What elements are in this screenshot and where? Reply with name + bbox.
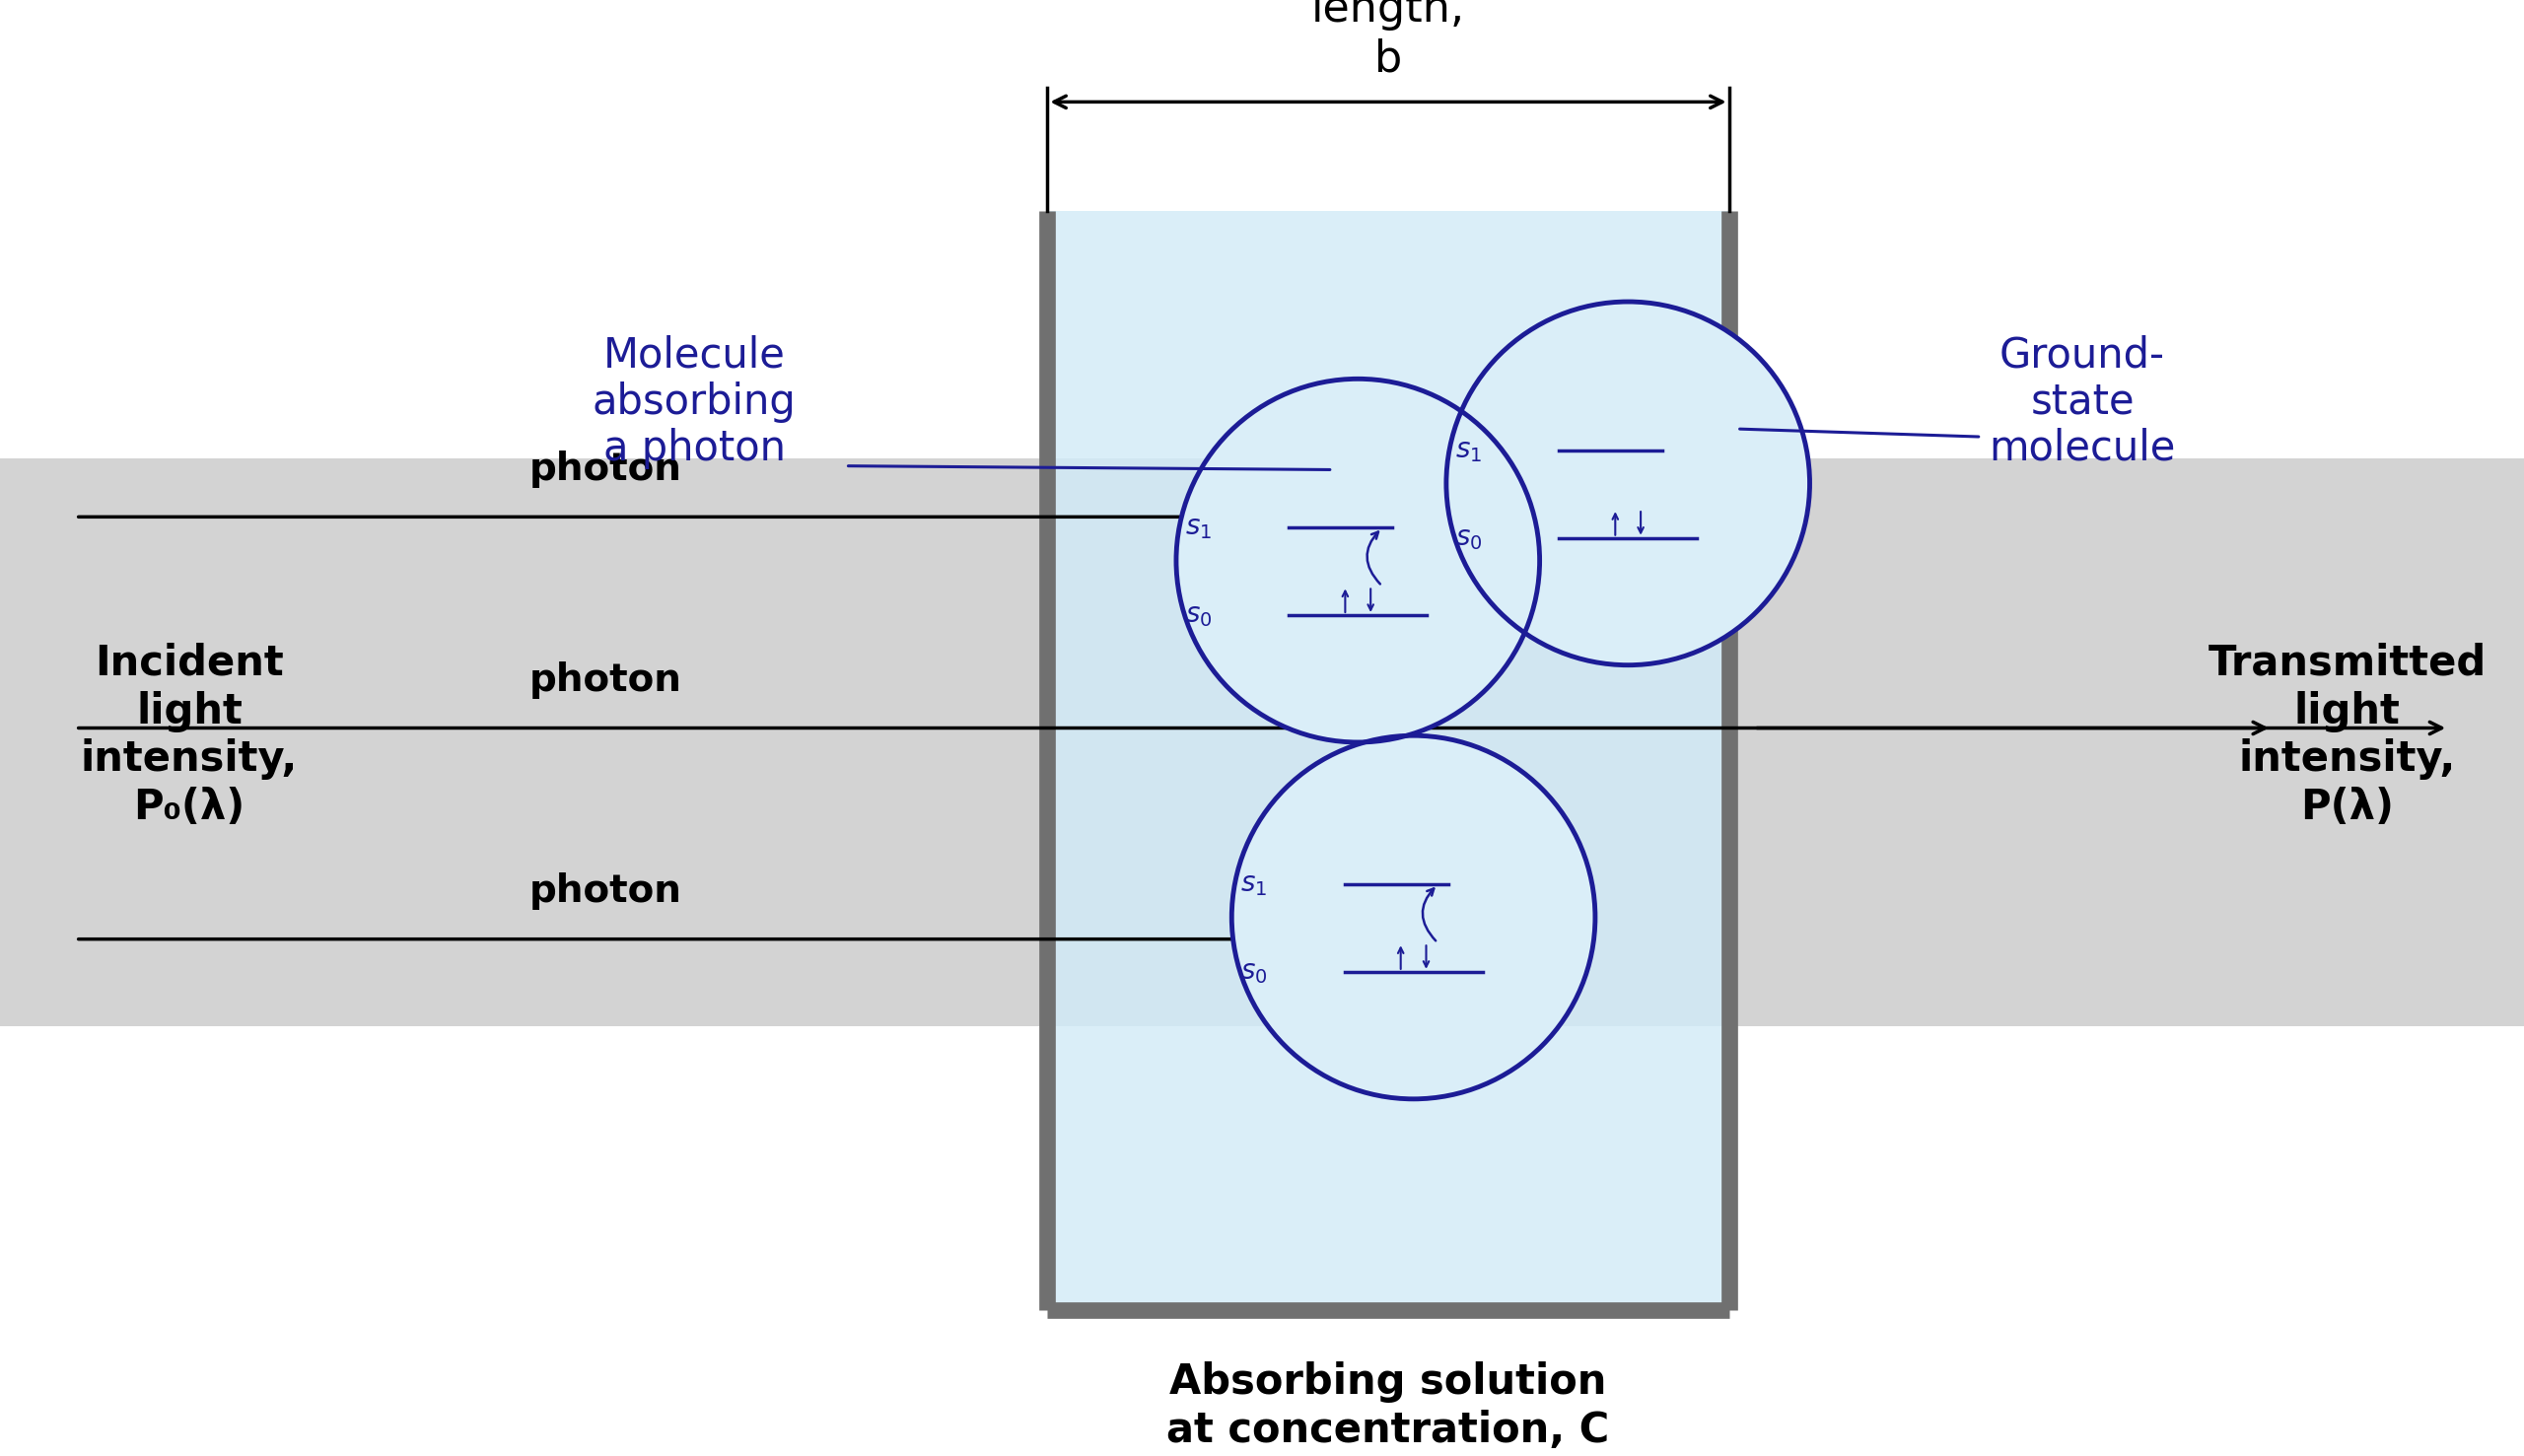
Text: photon: photon	[530, 450, 681, 488]
Text: $s_1$: $s_1$	[1242, 871, 1267, 898]
Text: $s_0$: $s_0$	[1242, 958, 1267, 986]
Ellipse shape	[1446, 301, 1810, 665]
Bar	[1047, 211, 1729, 1310]
Text: $s_1$: $s_1$	[1186, 514, 1212, 542]
Text: $s_0$: $s_0$	[1186, 601, 1212, 629]
Text: Ground-
state
molecule: Ground- state molecule	[1989, 335, 2176, 469]
Ellipse shape	[1232, 735, 1595, 1099]
Ellipse shape	[1176, 379, 1540, 743]
Text: $s_0$: $s_0$	[1456, 524, 1482, 552]
Text: $s_1$: $s_1$	[1456, 437, 1482, 464]
Text: Absorbing solution
at concentration, C: Absorbing solution at concentration, C	[1166, 1361, 1610, 1450]
Text: Transmitted
light
intensity,
P(λ): Transmitted light intensity, P(λ)	[2208, 642, 2486, 828]
Bar	[0, 459, 2524, 1026]
Text: Incident
light
intensity,
P₀(λ): Incident light intensity, P₀(λ)	[81, 642, 298, 828]
Text: photon: photon	[530, 661, 681, 699]
Text: photon: photon	[530, 872, 681, 910]
Text: Path
length,
b: Path length, b	[1312, 0, 1464, 80]
Text: Molecule
absorbing
a photon: Molecule absorbing a photon	[593, 335, 795, 469]
Bar	[1047, 459, 1729, 1026]
